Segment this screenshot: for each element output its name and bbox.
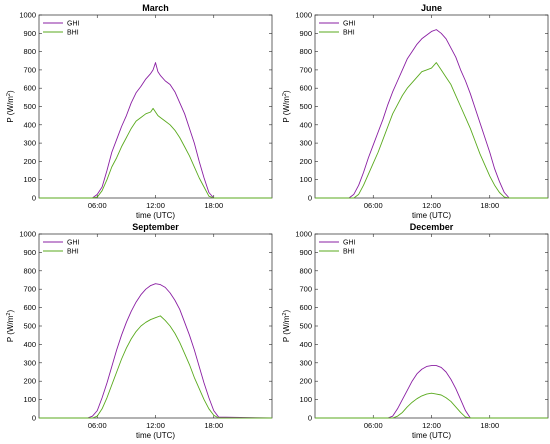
y-tick-label: 700: [299, 285, 312, 294]
series-line-bhi: [315, 392, 548, 419]
x-tick-label: 18:00: [480, 421, 499, 430]
y-tick-label: 700: [23, 65, 36, 74]
y-tick-label: 200: [23, 157, 36, 166]
y-tick-label: 600: [299, 84, 312, 93]
y-tick-label: 600: [299, 303, 312, 312]
legend: GHI BHI: [319, 21, 356, 37]
legend-label-bhi: BHI: [343, 249, 355, 256]
y-tick-label: 100: [299, 395, 312, 404]
x-tick-label: 12:00: [422, 201, 441, 210]
x-tick-label: 18:00: [480, 201, 499, 210]
x-tick-label: 12:00: [422, 421, 441, 430]
plot-area: [38, 14, 273, 199]
chart-title: September: [132, 222, 179, 232]
y-tick-label: 500: [299, 102, 312, 111]
legend-label-ghi: GHI: [67, 240, 80, 247]
legend-label-ghi: GHI: [343, 240, 356, 247]
series-line-ghi: [39, 283, 273, 419]
plot-area: [314, 14, 549, 199]
y-tick-label: 900: [23, 248, 36, 257]
chart-panel-september: September 0 100 200 300 400 500 600 700 800 900 100…: [6, 222, 273, 440]
y-tick-label: 100: [23, 395, 36, 404]
y-tick-label: 300: [299, 358, 312, 367]
y-tick-label: 300: [23, 139, 36, 148]
chart-title: March: [142, 3, 169, 13]
y-tick-label: 100: [299, 175, 312, 184]
series-line-bhi: [39, 315, 272, 419]
y-tick-label: 900: [299, 29, 312, 38]
y-axis-label: P (W/m2): [282, 90, 291, 123]
y-tick-label: 800: [23, 266, 36, 275]
y-tick-label: 300: [299, 139, 312, 148]
y-tick-label: 400: [23, 120, 36, 129]
y-tick-label: 700: [23, 285, 36, 294]
x-tick-label: 18:00: [204, 421, 223, 430]
series-line-ghi: [315, 29, 548, 199]
y-tick-label: 200: [299, 157, 312, 166]
legend-label-ghi: GHI: [67, 21, 80, 28]
legend-label-bhi: BHI: [67, 30, 79, 37]
legend: GHI BHI: [43, 240, 80, 256]
y-tick-label: 0: [308, 414, 312, 423]
y-axis-label: P (W/m2): [282, 310, 291, 343]
y-tick-label: 400: [299, 120, 312, 129]
y-tick-label: 0: [32, 414, 36, 423]
y-axis-label: P (W/m2): [6, 310, 15, 343]
y-tick-label: 600: [23, 84, 36, 93]
x-axis-label: time (UTC): [136, 211, 175, 220]
y-tick-label: 0: [32, 194, 36, 203]
x-tick-label: 06:00: [88, 201, 107, 210]
y-tick-label: 200: [299, 377, 312, 386]
y-tick-label: 900: [23, 29, 36, 38]
y-tick-label: 500: [23, 322, 36, 331]
legend-label-ghi: GHI: [343, 21, 356, 28]
y-axis-label: P (W/m2): [6, 90, 15, 123]
chart-title: December: [410, 222, 454, 232]
chart-panel-june: June 0 100 200 300 400 500 600 700 800 900 1000 06:0…: [282, 3, 549, 220]
series-line-ghi: [315, 365, 548, 419]
y-tick-label: 800: [299, 47, 312, 56]
series-line-bhi: [39, 107, 272, 199]
y-tick-label: 200: [23, 377, 36, 386]
series-line-bhi: [315, 62, 548, 199]
y-tick-label: 1000: [19, 230, 36, 239]
x-tick-label: 12:00: [146, 421, 165, 430]
y-tick-label: 400: [299, 340, 312, 349]
y-tick-label: 400: [23, 340, 36, 349]
legend-label-bhi: BHI: [67, 249, 79, 256]
x-tick-label: 06:00: [88, 421, 107, 430]
legend-label-bhi: BHI: [343, 30, 355, 37]
y-tick-label: 100: [23, 175, 36, 184]
plot-area: [38, 233, 273, 419]
x-tick-label: 06:00: [364, 421, 383, 430]
y-tick-label: 500: [23, 102, 36, 111]
series-line-ghi: [39, 62, 272, 199]
y-tick-label: 0: [308, 194, 312, 203]
x-axis-label: time (UTC): [136, 431, 175, 440]
chart-panel-december: December 0 100 200 300 400 500 600 700 800 900 1000…: [282, 222, 549, 440]
x-tick-label: 12:00: [146, 201, 165, 210]
y-tick-label: 800: [299, 266, 312, 275]
y-tick-label: 800: [23, 47, 36, 56]
y-tick-label: 1000: [19, 11, 36, 20]
y-tick-label: 900: [299, 248, 312, 257]
y-tick-label: 500: [299, 322, 312, 331]
legend: GHI BHI: [43, 21, 80, 37]
y-tick-label: 600: [23, 303, 36, 312]
y-tick-label: 1000: [295, 11, 312, 20]
x-tick-label: 06:00: [364, 201, 383, 210]
y-tick-label: 700: [299, 65, 312, 74]
x-axis-label: time (UTC): [412, 211, 451, 220]
x-tick-label: 18:00: [204, 201, 223, 210]
plot-area: [314, 233, 549, 419]
chart-panel-march: March 0 100 200 300 400 500 600 700 800 900 1000 06:…: [6, 3, 273, 220]
y-tick-label: 1000: [295, 230, 312, 239]
y-tick-label: 300: [23, 358, 36, 367]
x-axis-label: time (UTC): [412, 431, 451, 440]
chart-title: June: [421, 3, 442, 13]
legend: GHI BHI: [319, 240, 356, 256]
